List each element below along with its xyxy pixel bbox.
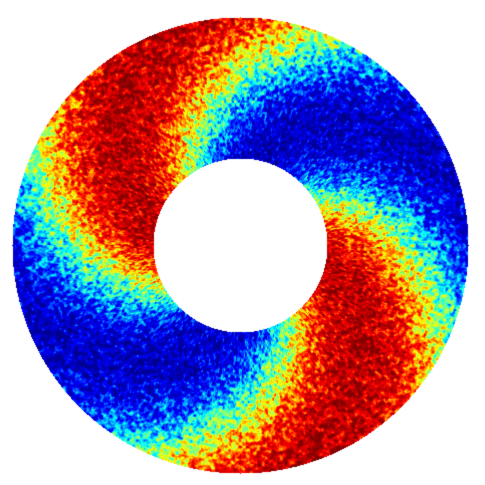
annulus-heatmap-figure [0,0,485,485]
annulus-heatmap-canvas [0,0,485,485]
